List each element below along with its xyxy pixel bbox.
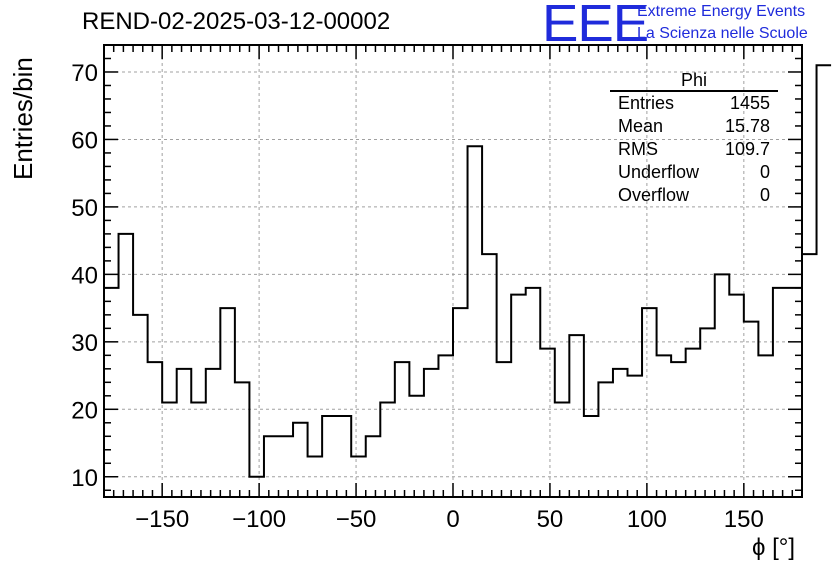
stats-box: Phi Entries 1455 Mean 15.78 RMS 109.7 Un… xyxy=(610,70,778,207)
y-tick-label: 20 xyxy=(71,397,98,424)
x-tick-label: 0 xyxy=(446,506,459,533)
histogram-bin xyxy=(671,362,686,497)
histogram-bin xyxy=(264,436,279,497)
histogram-bin xyxy=(540,349,555,497)
tick-labels: −150 −100 −50 0 50 100 150 10 20 30 40 50 60 70 xyxy=(71,60,764,533)
histogram-bin xyxy=(613,369,628,497)
histogram-bin xyxy=(351,457,366,497)
y-tick-label: 40 xyxy=(71,262,98,289)
stats-row: RMS 109.7 xyxy=(610,138,778,161)
histogram-bin xyxy=(409,396,424,497)
histogram-bin xyxy=(729,295,744,497)
histogram-bin xyxy=(191,403,206,497)
histogram-bin xyxy=(657,355,672,497)
histogram-bin xyxy=(104,288,119,497)
stats-row: Underflow 0 xyxy=(610,161,778,184)
histogram-bin xyxy=(162,403,177,497)
histogram-bin xyxy=(744,322,759,497)
histogram-bin xyxy=(424,369,439,497)
stats-value: 109.7 xyxy=(724,139,770,159)
histogram-bin xyxy=(802,254,817,497)
stats-value: 0 xyxy=(759,185,770,205)
histogram-bin xyxy=(438,355,453,497)
x-tick-label: −50 xyxy=(336,506,377,533)
chart-title: REND-02-2025-03-12-00002 xyxy=(82,8,391,35)
histogram-bin xyxy=(715,274,730,497)
histogram-step-path xyxy=(104,64,832,478)
histogram-bin xyxy=(366,436,381,497)
histogram-bin xyxy=(249,477,264,497)
stats-value: 15.78 xyxy=(724,116,770,136)
histogram-bin xyxy=(497,362,512,497)
histogram-bin xyxy=(526,288,541,497)
axis-ticks xyxy=(104,44,802,497)
histogram-bin xyxy=(206,369,221,497)
x-tick-label: −100 xyxy=(232,506,286,533)
histogram-bin xyxy=(642,308,657,497)
histogram-bin xyxy=(453,308,468,497)
stats-label: Mean xyxy=(618,116,664,136)
histogram-bin xyxy=(293,423,308,497)
histogram-bin xyxy=(584,416,599,497)
stats-label: Entries xyxy=(618,93,675,113)
histogram-bin xyxy=(758,355,773,497)
stats-value: 1455 xyxy=(729,93,770,113)
plot-frame xyxy=(103,44,803,498)
histogram-bin xyxy=(555,403,570,497)
brand-line-1: Extreme Energy Events xyxy=(637,3,806,20)
histogram-bin xyxy=(817,65,832,497)
histogram-bin xyxy=(569,335,584,497)
y-tick-label: 60 xyxy=(71,127,98,154)
histogram-bin xyxy=(482,254,497,497)
histogram-bin xyxy=(787,288,802,497)
stats-label: Underflow xyxy=(618,162,700,182)
histogram-bin xyxy=(395,362,410,497)
histogram-bin xyxy=(337,416,352,497)
histogram-bin xyxy=(686,349,701,497)
histogram-bin xyxy=(511,295,526,497)
x-tick-label: 50 xyxy=(537,506,564,533)
histogram-bin xyxy=(279,436,294,497)
y-tick-label: 30 xyxy=(71,330,98,357)
histogram-line xyxy=(104,64,832,497)
histogram-bin xyxy=(598,382,613,497)
histogram-bin xyxy=(119,234,134,497)
histogram-bin xyxy=(380,403,395,497)
stats-value: 0 xyxy=(759,162,770,182)
x-tick-label: 150 xyxy=(724,506,764,533)
stats-title: Phi xyxy=(610,70,778,92)
stats-label: RMS xyxy=(618,139,658,159)
x-axis-label: ϕ [°] xyxy=(752,534,796,561)
stats-row: Mean 15.78 xyxy=(610,115,778,138)
y-tick-label: 50 xyxy=(71,195,98,222)
histogram-bin xyxy=(700,328,715,497)
histogram-bin xyxy=(322,416,337,497)
y-axis-label: Entries/bin xyxy=(8,57,38,180)
histogram-bin xyxy=(235,382,250,497)
histogram-bin xyxy=(773,288,788,497)
histogram-bin xyxy=(133,315,148,497)
histogram-bin xyxy=(148,362,163,497)
histogram-bin xyxy=(308,457,323,497)
stats-row: Overflow 0 xyxy=(610,184,778,207)
x-tick-label: −150 xyxy=(135,506,189,533)
y-tick-label: 10 xyxy=(71,465,98,492)
x-tick-label: 100 xyxy=(627,506,667,533)
y-tick-label: 70 xyxy=(71,60,98,87)
histogram-bin xyxy=(468,146,483,497)
stats-label: Overflow xyxy=(618,185,690,205)
histogram-bin xyxy=(628,376,643,497)
histogram-bin xyxy=(220,308,235,497)
brand-line-2: La Scienza nelle Scuole xyxy=(637,25,808,42)
eee-logo: EEE xyxy=(542,0,649,53)
histogram-bin xyxy=(177,369,192,497)
stats-row: Entries 1455 xyxy=(610,92,778,115)
